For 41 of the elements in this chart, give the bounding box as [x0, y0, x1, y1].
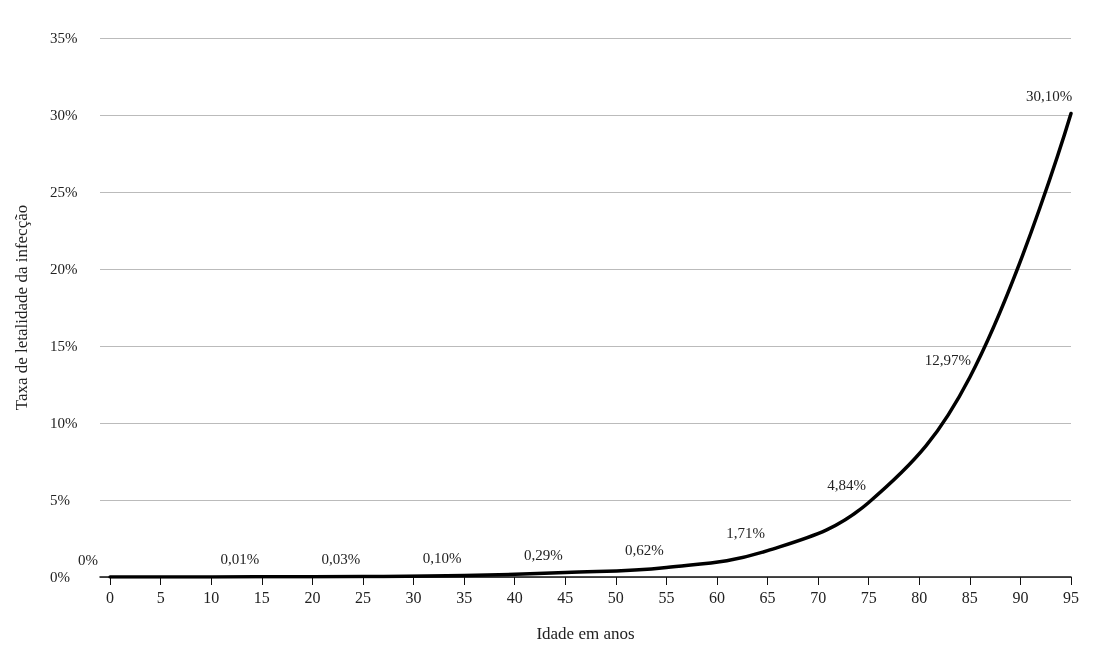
y-tick-label: 35%	[50, 30, 78, 46]
data-label: 0,10%	[422, 549, 462, 566]
data-label: 0,29%	[523, 547, 563, 564]
x-tick-label: 40	[506, 588, 523, 606]
x-tick-label: 10	[203, 588, 220, 606]
x-tick-label: 35	[456, 588, 473, 606]
data-label: 0,03%	[321, 551, 361, 568]
x-tick-label: 30	[405, 588, 422, 606]
y-axis-title: Taxa de letalidade da infecção	[12, 204, 31, 411]
x-axis-title: Idade em anos	[536, 624, 635, 643]
x-tick-label: 0	[106, 588, 115, 606]
data-label: 30,10%	[1025, 87, 1073, 104]
y-tick-label: 15%	[50, 338, 78, 354]
x-tick-label: 5	[156, 588, 165, 606]
data-label: 0,62%	[625, 541, 664, 558]
x-tick-label: 15	[253, 588, 270, 606]
line-series	[108, 111, 1073, 579]
y-tick-label: 0%	[50, 569, 70, 585]
x-tick-label: 85	[961, 588, 978, 606]
y-tick-label: 25%	[50, 184, 78, 200]
x-tick-label: 80	[911, 588, 928, 606]
x-tick-label: 55	[658, 588, 675, 606]
data-label: 1,71%	[726, 525, 765, 542]
data-label: 4,84%	[827, 476, 867, 493]
x-tick-label: 25	[354, 588, 371, 606]
data-label: 12,97%	[924, 351, 971, 368]
x-tick-label: 50	[607, 588, 624, 606]
data-label: 0,01%	[220, 551, 260, 568]
y-tick-label: 20%	[50, 261, 78, 277]
x-tick-label: 90	[1012, 588, 1029, 606]
x-tick-label: 45	[557, 588, 574, 606]
x-tick-label: 95	[1063, 588, 1079, 606]
y-tick-label: 10%	[50, 415, 78, 431]
data-label: 0%	[78, 551, 99, 568]
x-tick-label: 60	[708, 588, 725, 606]
y-tick-label: 30%	[50, 107, 78, 123]
x-tick-label: 70	[810, 588, 827, 606]
x-tick-label: 75	[860, 588, 877, 606]
y-tick-label: 5%	[50, 492, 70, 508]
x-tick-label: 65	[759, 588, 776, 606]
x-tick-label: 20	[304, 588, 321, 606]
